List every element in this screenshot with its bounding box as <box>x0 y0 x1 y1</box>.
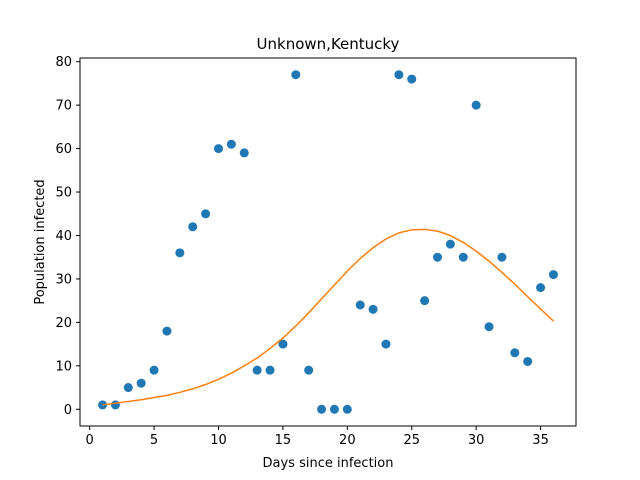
data-point <box>317 404 327 414</box>
y-axis-label: Population infected <box>33 179 48 304</box>
data-point <box>536 283 546 293</box>
data-point <box>381 339 391 349</box>
data-point <box>304 365 314 375</box>
axes: 0 5 10 15 20 25 30 35 0 10 20 30 40 50 60 70 80 <box>55 55 577 448</box>
data-point <box>278 339 288 349</box>
data-point <box>252 365 262 375</box>
y-tick-label: 10 <box>55 359 72 374</box>
data-point <box>368 304 378 314</box>
data-point <box>471 100 481 110</box>
data-point <box>342 404 352 414</box>
data-point <box>407 74 417 84</box>
data-point <box>394 70 404 80</box>
data-point <box>110 400 120 410</box>
y-tick-label: 60 <box>55 142 72 157</box>
x-tick-label: 25 <box>403 433 420 448</box>
data-point <box>175 248 185 258</box>
data-point <box>510 348 520 358</box>
axes-frame <box>79 57 577 427</box>
plot-area <box>98 70 558 414</box>
data-point <box>445 239 455 249</box>
data-point <box>523 356 533 366</box>
y-tick-label: 50 <box>55 186 72 201</box>
data-point <box>162 326 172 336</box>
data-point <box>420 296 430 306</box>
x-tick-label: 0 <box>86 433 94 448</box>
data-point <box>226 139 236 149</box>
x-tick-label: 20 <box>339 433 356 448</box>
data-point <box>458 252 468 262</box>
data-point <box>484 322 494 332</box>
data-point <box>123 383 133 393</box>
y-tick-label: 40 <box>55 229 72 244</box>
data-point <box>291 70 301 80</box>
x-tick-label: 10 <box>210 433 227 448</box>
fitted-curve-line <box>102 228 554 406</box>
y-tick-label: 70 <box>55 99 72 114</box>
chart-title: Unknown,Kentucky <box>257 35 400 53</box>
x-tick-label: 5 <box>150 433 158 448</box>
y-tick-label: 20 <box>55 316 72 331</box>
data-point <box>201 209 211 219</box>
data-point <box>213 144 223 154</box>
data-point <box>136 378 146 388</box>
data-point <box>433 252 443 262</box>
y-tick-label: 80 <box>55 55 72 70</box>
y-tick-label: 30 <box>55 272 72 287</box>
data-point <box>355 300 365 310</box>
data-point <box>329 404 339 414</box>
x-tick-label: 15 <box>275 433 292 448</box>
x-tick-label: 35 <box>532 433 549 448</box>
data-point <box>497 252 507 262</box>
x-tick-label: 30 <box>468 433 485 448</box>
x-axis-label: Days since infection <box>263 456 394 471</box>
data-point <box>149 365 159 375</box>
data-point <box>265 365 275 375</box>
data-point <box>188 222 198 232</box>
data-point <box>548 270 558 280</box>
y-tick-label: 0 <box>64 403 72 418</box>
data-point <box>239 148 249 158</box>
